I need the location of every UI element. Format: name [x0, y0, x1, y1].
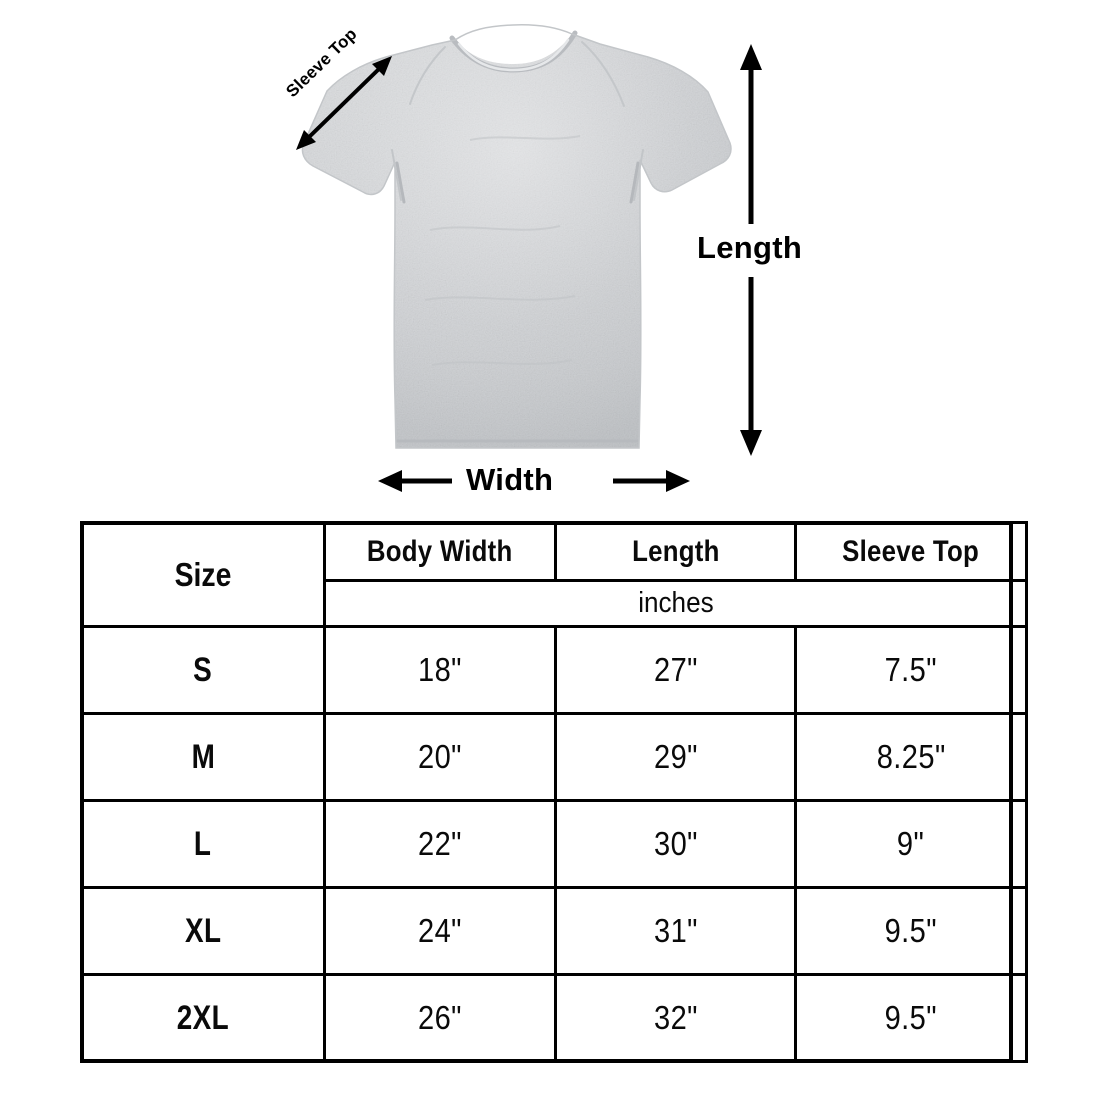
- value-length: 31": [653, 912, 698, 949]
- cell-size: XL: [80, 886, 326, 976]
- cell-sleeve-top: 9": [794, 799, 1028, 889]
- header-label-size: Size: [174, 555, 232, 593]
- value-size: L: [194, 824, 212, 863]
- cell-sleeve-top: 9.5": [794, 886, 1028, 976]
- value-body-width: 26": [418, 999, 462, 1036]
- fabric-wrinkles: [424, 135, 581, 366]
- sleeve-top-arrow: [296, 56, 392, 150]
- value-body-width: 24": [418, 912, 462, 949]
- value-sleeve-top: 7.5": [884, 651, 938, 688]
- neck-opening: [455, 24, 572, 64]
- cell-body-width: 18": [323, 625, 557, 715]
- cell-length: 32": [554, 973, 797, 1063]
- cell-size: 2XL: [80, 973, 326, 1063]
- length-arrow: [740, 44, 762, 456]
- value-sleeve-top: 9.5": [884, 999, 938, 1036]
- header-label-sleeve-top: Sleeve Top: [842, 534, 980, 568]
- tshirt-diagram: [296, 24, 762, 492]
- cell-length: 27": [554, 625, 797, 715]
- value-length: 27": [653, 651, 698, 688]
- cell-body-width: 24": [323, 886, 557, 976]
- cell-sleeve-top: 8.25": [794, 712, 1028, 802]
- cell-length: 29": [554, 712, 797, 802]
- cell-body-width: 26": [323, 973, 557, 1063]
- value-sleeve-top: 9": [897, 825, 925, 862]
- header-label-body-width: Body Width: [367, 534, 513, 568]
- collar-highlight: [457, 38, 570, 72]
- length-annotation-label: Length: [697, 230, 803, 265]
- right-shoulder-seam: [581, 41, 625, 107]
- table-row: XL 24" 31" 9.5": [80, 886, 1028, 976]
- header-cell-length: Length: [554, 521, 797, 582]
- value-length: 30": [653, 825, 698, 862]
- tshirt-shading: [302, 24, 731, 448]
- width-annotation-label: Width: [466, 462, 554, 497]
- right-sleeve-fold: [633, 149, 644, 201]
- value-body-width: 18": [418, 651, 462, 688]
- table-header-row-primary: Size Body Width Length Sleeve Top: [80, 521, 1028, 628]
- cell-body-width: 20": [323, 712, 557, 802]
- value-sleeve-top: 8.25": [876, 738, 946, 775]
- width-arrow-right: [613, 470, 690, 492]
- value-size: XL: [184, 911, 222, 950]
- value-body-width: 22": [418, 825, 462, 862]
- cell-body-width: 22": [323, 799, 557, 889]
- header-label-length: Length: [631, 534, 720, 568]
- left-armpit-seam: [395, 161, 406, 204]
- table-header-row-units: inches: [82, 579, 1028, 628]
- size-chart-table-container: Size Body Width Length Sleeve Top inches: [80, 521, 1028, 1063]
- header-cell-body-width: Body Width: [323, 521, 557, 582]
- value-size: S: [193, 650, 213, 689]
- table-row: L 22" 30" 9": [80, 799, 1028, 889]
- size-chart-table: Size Body Width Length Sleeve Top inches: [80, 521, 1028, 1063]
- header-cell-size: Size: [80, 521, 326, 628]
- value-sleeve-top: 9.5": [884, 912, 938, 949]
- header-label-units: inches: [637, 587, 714, 619]
- tshirt-shape: [301, 24, 732, 449]
- table-row: M 20" 29" 8.25": [80, 712, 1028, 802]
- cell-sleeve-top: 7.5": [794, 625, 1028, 715]
- garment-illustration: Sleeve Top Length Width: [0, 0, 1100, 515]
- table-row: S 18" 27" 7.5": [80, 625, 1028, 715]
- right-armpit-seam: [629, 161, 640, 204]
- cell-sleeve-top: 9.5": [794, 973, 1028, 1063]
- value-length: 32": [653, 999, 698, 1036]
- header-cell-units: inches: [323, 579, 1028, 628]
- value-length: 29": [653, 738, 698, 775]
- value-body-width: 20": [418, 738, 462, 775]
- cell-size: S: [80, 625, 326, 715]
- cell-size: L: [80, 799, 326, 889]
- table-row: 2XL 26" 32" 9.5": [80, 973, 1028, 1063]
- value-size: M: [191, 737, 215, 776]
- tshirt-outline: [301, 24, 732, 449]
- value-size: 2XL: [176, 998, 230, 1037]
- width-arrow-left: [378, 470, 452, 492]
- header-cell-sleeve-top: Sleeve Top: [794, 521, 1028, 582]
- left-sleeve-fold: [391, 149, 402, 201]
- cell-length: 30": [554, 799, 797, 889]
- cell-size: M: [80, 712, 326, 802]
- left-shoulder-seam: [409, 46, 446, 105]
- cell-length: 31": [554, 886, 797, 976]
